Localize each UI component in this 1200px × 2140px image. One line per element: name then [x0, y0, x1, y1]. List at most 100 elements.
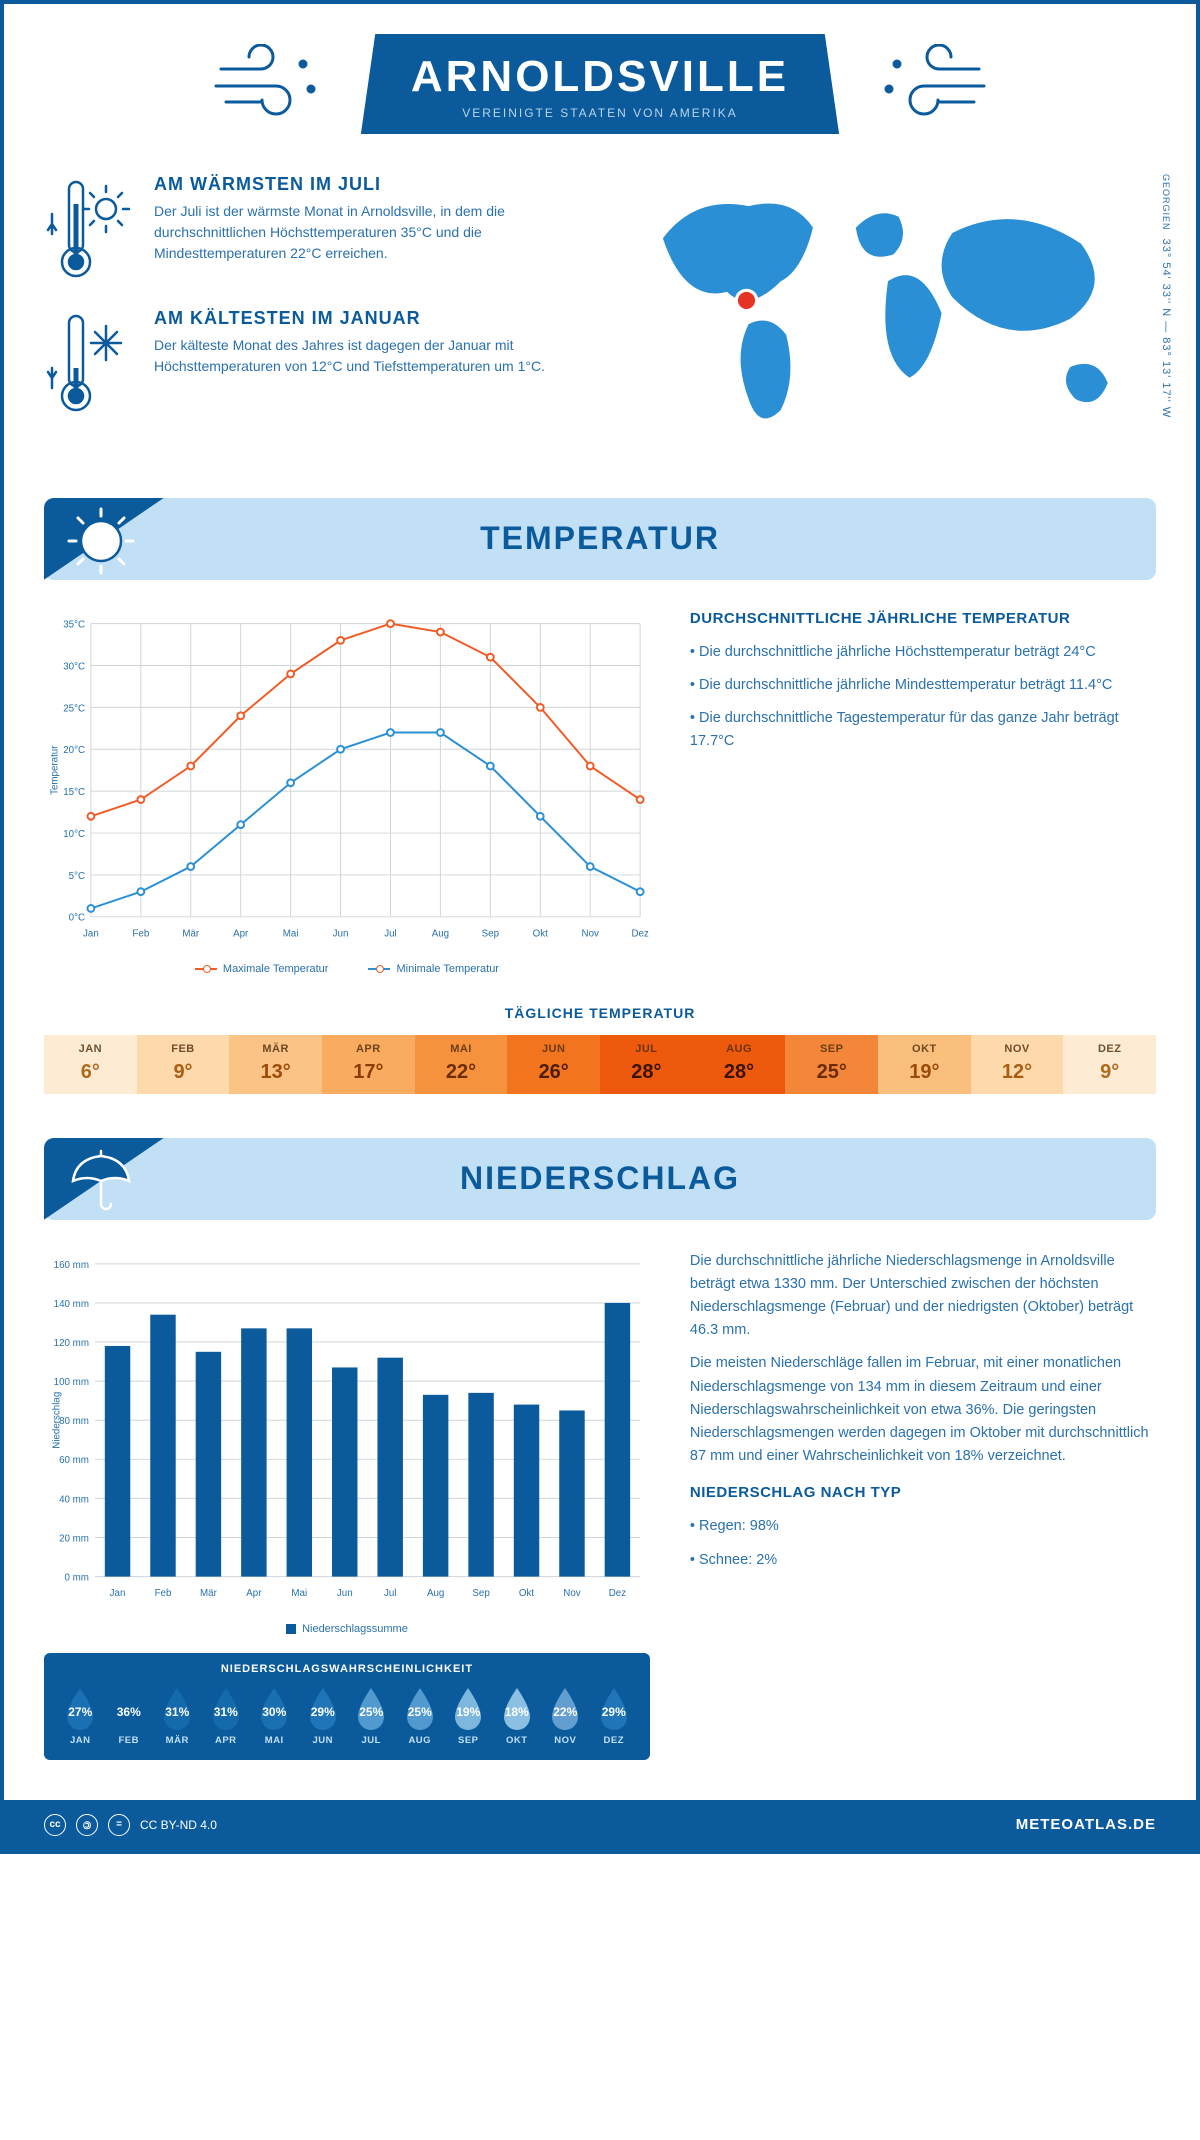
daily-temp-cell: NOV12°	[971, 1035, 1064, 1094]
section-title-temperature: TEMPERATUR	[44, 520, 1156, 557]
world-map-icon	[620, 174, 1156, 453]
precip-prob-cell: 25%AUG	[396, 1685, 445, 1746]
section-header-precipitation: NIEDERSCHLAG	[44, 1138, 1156, 1220]
precip-prob-cell: 36%FEB	[105, 1685, 154, 1746]
precip-prob-cell: 31%MÄR	[153, 1685, 202, 1746]
svg-text:Sep: Sep	[472, 1588, 490, 1599]
svg-text:Dez: Dez	[609, 1588, 626, 1599]
daily-temp-cell: DEZ9°	[1063, 1035, 1156, 1094]
svg-text:Aug: Aug	[432, 928, 449, 939]
nd-icon: =	[108, 1814, 130, 1836]
daily-temp-cell: MÄR13°	[229, 1035, 322, 1094]
wind-icon	[211, 44, 331, 124]
daily-temp-cell: SEP25°	[785, 1035, 878, 1094]
fact-cold-text: Der kälteste Monat des Jahres ist dagege…	[154, 335, 580, 377]
precip-prob-cell: 31%APR	[202, 1685, 251, 1746]
svg-text:Okt: Okt	[533, 928, 548, 939]
wind-icon	[869, 44, 989, 124]
fact-warm: AM WÄRMSTEN IM JULI Der Juli ist der wär…	[44, 174, 580, 284]
svg-text:Mai: Mai	[283, 928, 299, 939]
header: ARNOLDSVILLE VEREINIGTE STAATEN VON AMER…	[44, 34, 1156, 134]
svg-text:30°C: 30°C	[63, 661, 85, 672]
svg-text:35°C: 35°C	[63, 619, 85, 630]
svg-text:80 mm: 80 mm	[59, 1416, 89, 1427]
svg-text:Mär: Mär	[200, 1588, 218, 1599]
temperature-chart-row: 0°C5°C10°C15°C20°C25°C30°C35°CJanFebMärA…	[44, 610, 1156, 975]
precipitation-side-text: Die durchschnittliche jährliche Niedersc…	[690, 1250, 1156, 1760]
precip-type-title: NIEDERSCHLAG NACH TYP	[690, 1484, 1156, 1501]
map-column: GEORGIEN 33° 54' 33'' N — 83° 13' 17'' W	[620, 174, 1156, 458]
temperature-line-chart: 0°C5°C10°C15°C20°C25°C30°C35°CJanFebMärA…	[44, 610, 650, 950]
temp-chart-legend: .legend-sw:nth-child(1)::after{border-co…	[44, 963, 650, 975]
svg-text:40 mm: 40 mm	[59, 1494, 89, 1505]
precip-prob-cell: 29%DEZ	[590, 1685, 639, 1746]
svg-text:Temperatur: Temperatur	[50, 745, 61, 795]
svg-text:25°C: 25°C	[63, 703, 85, 714]
facts-row: AM WÄRMSTEN IM JULI Der Juli ist der wär…	[44, 174, 1156, 458]
svg-text:Apr: Apr	[246, 1588, 262, 1599]
fact-cold-title: AM KÄLTESTEN IM JANUAR	[154, 308, 580, 329]
thermometer-cold-icon	[44, 308, 134, 418]
city-name: ARNOLDSVILLE	[411, 52, 789, 102]
coordinates: GEORGIEN 33° 54' 33'' N — 83° 13' 17'' W	[1160, 174, 1172, 418]
svg-text:0°C: 0°C	[69, 912, 85, 923]
precip-prob-cell: 27%JAN	[56, 1685, 105, 1746]
fact-warm-title: AM WÄRMSTEN IM JULI	[154, 174, 580, 195]
section-title-precipitation: NIEDERSCHLAG	[44, 1160, 1156, 1197]
by-icon: 🄯	[76, 1814, 98, 1836]
sun-icon	[66, 506, 136, 576]
precip-prob-cell: 29%JUN	[299, 1685, 348, 1746]
svg-text:Jun: Jun	[337, 1588, 353, 1599]
precip-chart-legend: Niederschlagssumme	[44, 1623, 650, 1635]
page-wrap: ARNOLDSVILLE VEREINIGTE STAATEN VON AMER…	[0, 0, 1200, 1854]
daily-temp-cell: APR17°	[322, 1035, 415, 1094]
daily-temp-title: TÄGLICHE TEMPERATUR	[44, 1005, 1156, 1021]
svg-text:Jul: Jul	[384, 1588, 396, 1599]
precip-prob-cell: 25%JUL	[347, 1685, 396, 1746]
svg-text:120 mm: 120 mm	[54, 1338, 89, 1349]
svg-text:Feb: Feb	[132, 928, 149, 939]
precip-prob-cell: 19%SEP	[444, 1685, 493, 1746]
svg-text:Feb: Feb	[155, 1588, 172, 1599]
svg-text:Jan: Jan	[110, 1588, 126, 1599]
daily-temp-cell: JAN6°	[44, 1035, 137, 1094]
svg-text:Aug: Aug	[427, 1588, 444, 1599]
section-header-temperature: TEMPERATUR	[44, 498, 1156, 580]
svg-text:20°C: 20°C	[63, 745, 85, 756]
svg-text:160 mm: 160 mm	[54, 1259, 89, 1270]
footer-site: METEOATLAS.DE	[1016, 1816, 1156, 1833]
svg-text:Mai: Mai	[291, 1588, 307, 1599]
daily-temp-cell: FEB9°	[137, 1035, 230, 1094]
svg-text:10°C: 10°C	[63, 829, 85, 840]
precipitation-bar-chart: 0 mm20 mm40 mm60 mm80 mm100 mm120 mm140 …	[44, 1250, 650, 1610]
daily-temp-cell: OKT19°	[878, 1035, 971, 1094]
title-box: ARNOLDSVILLE VEREINIGTE STAATEN VON AMER…	[361, 34, 839, 134]
precipitation-chart-row: 0 mm20 mm40 mm60 mm80 mm100 mm120 mm140 …	[44, 1250, 1156, 1760]
fact-warm-text: Der Juli ist der wärmste Monat in Arnold…	[154, 201, 580, 264]
svg-text:Nov: Nov	[582, 928, 599, 939]
temperature-side-text: DURCHSCHNITTLICHE JÄHRLICHE TEMPERATUR •…	[690, 610, 1156, 975]
daily-temperature-bar: JAN6°FEB9°MÄR13°APR17°MAI22°JUN26°JUL28°…	[44, 1035, 1156, 1094]
svg-text:140 mm: 140 mm	[54, 1299, 89, 1310]
country-name: VEREINIGTE STAATEN VON AMERIKA	[411, 106, 789, 120]
precip-prob-cell: 30%MAI	[250, 1685, 299, 1746]
precip-prob-cell: 22%NOV	[541, 1685, 590, 1746]
footer-license: cc 🄯 = CC BY-ND 4.0	[44, 1814, 217, 1836]
daily-temp-cell: AUG28°	[693, 1035, 786, 1094]
svg-text:20 mm: 20 mm	[59, 1533, 89, 1544]
svg-text:Dez: Dez	[631, 928, 648, 939]
svg-text:5°C: 5°C	[69, 871, 85, 882]
fact-cold: AM KÄLTESTEN IM JANUAR Der kälteste Mona…	[44, 308, 580, 418]
daily-temp-cell: MAI22°	[415, 1035, 508, 1094]
svg-text:15°C: 15°C	[63, 787, 85, 798]
location-marker-icon	[738, 292, 755, 309]
svg-text:Jul: Jul	[384, 928, 396, 939]
daily-temp-cell: JUL28°	[600, 1035, 693, 1094]
thermometer-hot-icon	[44, 174, 134, 284]
svg-text:60 mm: 60 mm	[59, 1455, 89, 1466]
footer: cc 🄯 = CC BY-ND 4.0 METEOATLAS.DE	[4, 1800, 1196, 1850]
daily-temp-cell: JUN26°	[507, 1035, 600, 1094]
umbrella-icon	[66, 1146, 136, 1216]
svg-text:100 mm: 100 mm	[54, 1377, 89, 1388]
precipitation-probability-panel: NIEDERSCHLAGSWAHRSCHEINLICHKEIT 27%JAN36…	[44, 1653, 650, 1760]
